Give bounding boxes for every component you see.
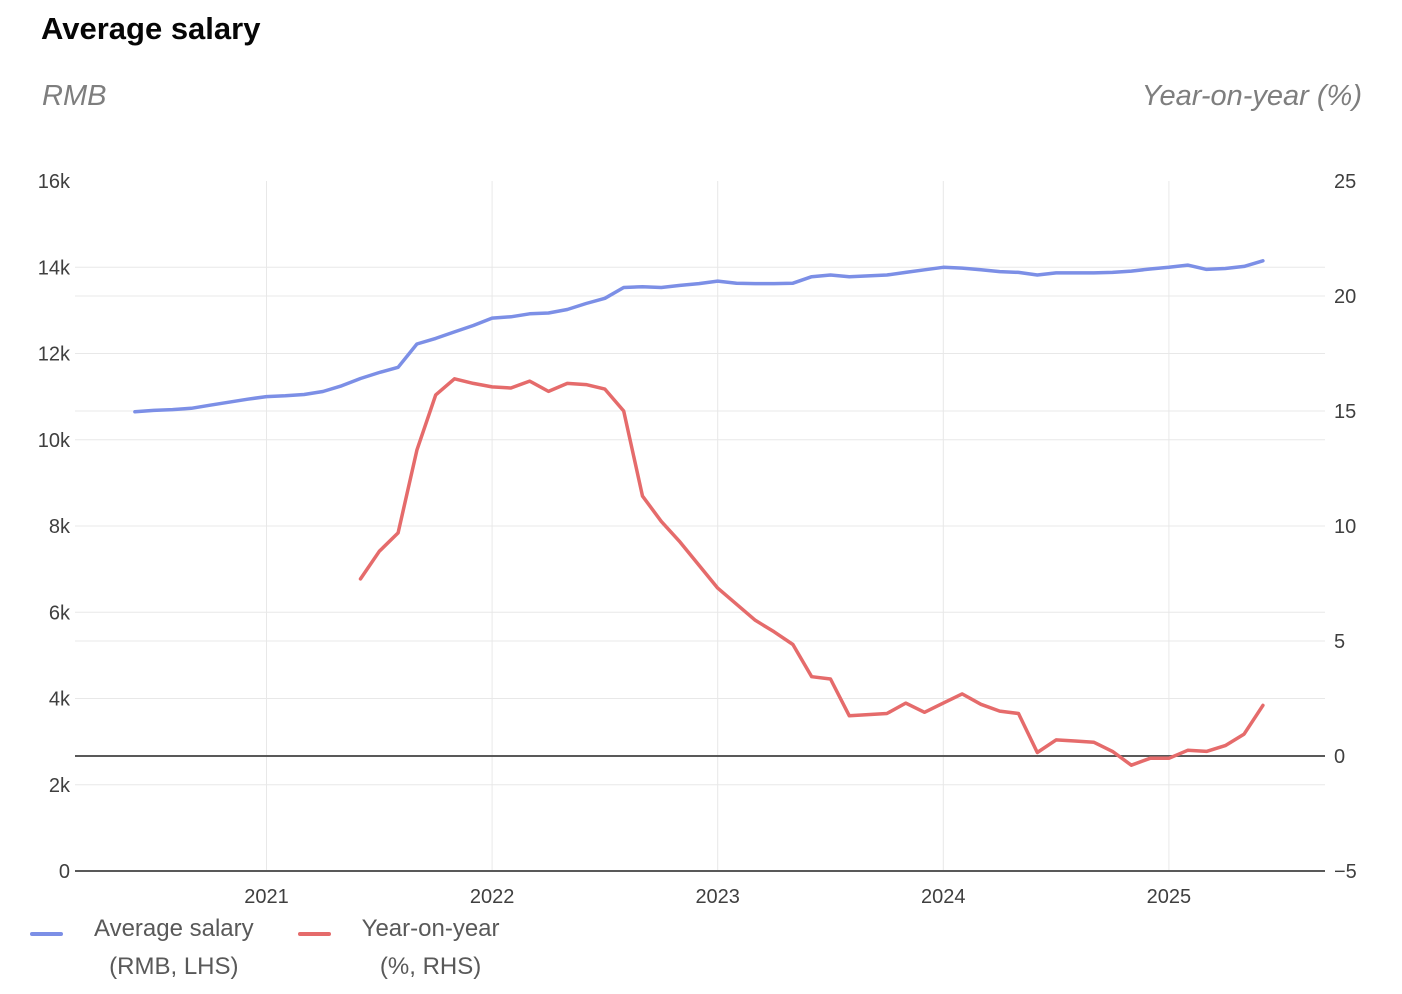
left-axis-tick-12k: 12k [38,344,71,366]
legend-label-line2: (%, RHS) [379,953,482,980]
right-axis-tick-25: 25 [1334,171,1356,193]
left-axis-tick-4k: 4k [49,689,71,711]
right-axis-tick-−5: −5 [1334,861,1357,883]
x-axis-tick-2022: 2022 [470,886,515,908]
x-axis-tick-2024: 2024 [921,886,966,908]
x-axis-tick-2025: 2025 [1147,886,1192,908]
left-axis-tick-0: 0 [59,861,70,883]
left-axis-tick-8k: 8k [49,516,71,538]
legend-label-line1: Year-on-year [361,915,500,942]
left-axis-tick-6k: 6k [49,602,71,624]
yoy-line-swatch-icon [297,932,331,936]
series-line-average-salary [133,259,1265,414]
right-axis-tick-5: 5 [1334,631,1345,653]
legend-item-year-on-year: Year-on-year (%, RHS) [297,910,500,986]
right-axis-title: Year-on-year (%) [1141,80,1362,112]
right-axis-tick-15: 15 [1334,401,1356,423]
left-axis-tick-2k: 2k [49,775,71,797]
x-axis-tick-2021: 2021 [244,886,289,908]
chart-legend: Average salary (RMB, LHS) Year-on-year (… [30,910,500,986]
right-axis-tick-10: 10 [1334,516,1356,538]
left-axis-tick-10k: 10k [38,430,71,452]
legend-label-line1: Average salary [94,915,254,942]
salary-line-swatch-icon [30,932,63,936]
x-axis-tick-2023: 2023 [695,886,740,908]
right-axis-tick-20: 20 [1334,286,1356,308]
chart-title: Average salary [41,11,261,46]
legend-label-line2: (RMB, LHS) [109,953,239,980]
legend-label-average-salary: Average salary (RMB, LHS) [94,910,254,986]
right-axis-tick-0: 0 [1334,746,1345,768]
left-axis-tick-16k: 16k [38,171,71,193]
legend-item-average-salary: Average salary (RMB, LHS) [30,910,254,986]
legend-label-year-on-year: Year-on-year (%, RHS) [362,910,500,986]
left-axis-tick-14k: 14k [38,257,71,279]
series-line-year-on-year [358,377,1265,767]
left-axis-title: RMB [42,80,107,112]
